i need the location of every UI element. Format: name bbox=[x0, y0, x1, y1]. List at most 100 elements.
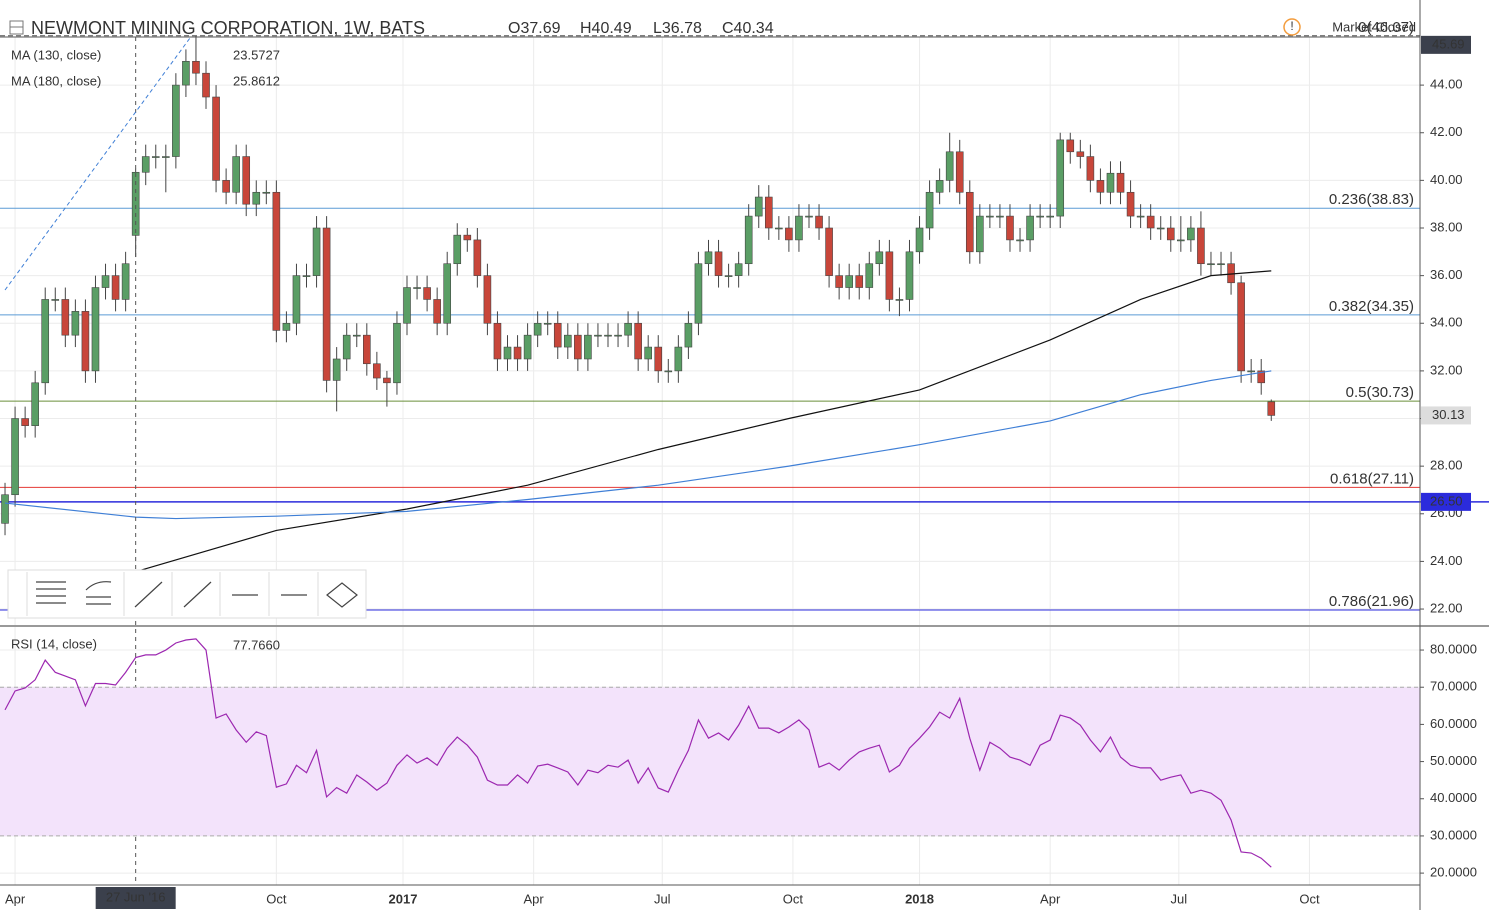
candle-body bbox=[443, 263, 452, 324]
tool-fib-ext[interactable] bbox=[85, 581, 112, 605]
fib-label: 0.618(27.11) bbox=[1330, 470, 1414, 487]
candle-body bbox=[1166, 227, 1175, 241]
candle-body bbox=[935, 180, 944, 193]
candle-body bbox=[1096, 180, 1105, 193]
candle-body bbox=[212, 96, 220, 181]
y-tick-label: 20.0000 bbox=[1430, 865, 1477, 880]
candle-body bbox=[493, 322, 502, 360]
candle-body bbox=[473, 239, 482, 276]
tool-fib[interactable] bbox=[36, 581, 66, 604]
chart-title: NEWMONT MINING CORPORATION, 1W, BATS bbox=[31, 18, 425, 38]
legend-rsi: RSI (14, close) bbox=[11, 636, 97, 651]
candle-body bbox=[21, 418, 29, 426]
y-tick-label: 80.0000 bbox=[1430, 641, 1477, 656]
candle-body bbox=[1136, 215, 1145, 218]
fib-label: 0.5(30.73) bbox=[1346, 384, 1414, 401]
legend-ma180-value: 25.8612 bbox=[233, 73, 280, 88]
tool-ray[interactable] bbox=[183, 581, 212, 608]
candle-body bbox=[71, 311, 80, 336]
candle-body bbox=[604, 334, 612, 337]
y-tick-label: 38.00 bbox=[1430, 219, 1463, 234]
candle-body bbox=[614, 334, 622, 337]
candle-body bbox=[775, 227, 783, 230]
y-tick-label: 50.0000 bbox=[1430, 753, 1477, 768]
ohlc-low: L36.78 bbox=[653, 20, 702, 37]
x-tick-label: Oct bbox=[1299, 891, 1320, 906]
candle-body bbox=[543, 322, 552, 325]
price-tag-label: 45.69 bbox=[1432, 36, 1465, 51]
candle-body bbox=[453, 234, 462, 265]
candle-body bbox=[162, 156, 170, 158]
candle-body bbox=[363, 334, 371, 365]
candle-body bbox=[885, 251, 894, 300]
x-tick-label: Apr bbox=[524, 891, 545, 906]
candle-body bbox=[182, 60, 190, 86]
candle-body bbox=[1207, 263, 1215, 266]
candle-body bbox=[1257, 370, 1266, 384]
candle-body bbox=[413, 287, 421, 289]
legend-ma130-value: 23.5727 bbox=[233, 47, 280, 62]
ohlc-close: C40.34 bbox=[722, 20, 774, 37]
candle-body bbox=[232, 156, 240, 193]
market-status: Market Closed bbox=[1332, 19, 1416, 34]
x-tick-label: Oct bbox=[266, 891, 287, 906]
candle-body bbox=[1187, 227, 1195, 241]
candle-body bbox=[925, 191, 934, 229]
candle-body bbox=[825, 227, 833, 276]
axes: Apr Oct 2017 Apr Jul Oct 2018 Apr Jul Oct 22.00 24.… bbox=[5, 19, 1477, 909]
x-tick-label: Oct bbox=[783, 891, 804, 906]
candle-body bbox=[875, 251, 884, 265]
candle-body bbox=[795, 215, 803, 241]
candle-body bbox=[1267, 401, 1276, 416]
y-tick-label: 42.00 bbox=[1430, 124, 1463, 139]
candle-body bbox=[945, 151, 954, 181]
candle-body bbox=[714, 251, 723, 276]
toolbar-separators bbox=[26, 572, 319, 616]
candle-body bbox=[965, 191, 974, 253]
candle-body bbox=[292, 275, 301, 324]
candle-body bbox=[1217, 263, 1225, 266]
candle-body bbox=[81, 311, 90, 372]
candle-body bbox=[865, 263, 874, 288]
candle-body bbox=[342, 334, 351, 360]
drawing-toolbar bbox=[7, 569, 367, 619]
candle-body bbox=[352, 334, 361, 337]
candle-body bbox=[51, 299, 60, 301]
x-tick-label: 2018 bbox=[905, 891, 934, 906]
x-tick-label: 2017 bbox=[389, 891, 418, 906]
candle-body bbox=[373, 363, 381, 379]
candle-body bbox=[91, 287, 100, 372]
candle-body bbox=[111, 275, 120, 300]
y-tick-label: 24.00 bbox=[1430, 553, 1463, 568]
candle-body bbox=[664, 370, 673, 373]
legend-rsi-value: 77.7660 bbox=[233, 637, 280, 652]
candle-body bbox=[523, 334, 532, 360]
candle-body bbox=[121, 263, 130, 300]
y-tick-label: 60.0000 bbox=[1430, 716, 1477, 731]
candle-body bbox=[312, 227, 321, 276]
candle-body bbox=[915, 227, 924, 253]
candle-body bbox=[503, 346, 512, 360]
candle-body bbox=[1237, 282, 1245, 372]
candle-body bbox=[624, 322, 632, 336]
plot bbox=[0, 35, 1489, 885]
candle-body bbox=[905, 251, 914, 300]
candle-body bbox=[644, 346, 652, 360]
candle-body bbox=[574, 334, 582, 360]
candle-body bbox=[986, 215, 994, 218]
candle-body bbox=[202, 72, 210, 98]
y-tick-label: 70.0000 bbox=[1430, 679, 1477, 694]
candle-body bbox=[704, 251, 713, 265]
tool-shape[interactable] bbox=[326, 582, 358, 608]
candle-body bbox=[744, 215, 753, 265]
candle-body bbox=[1197, 227, 1205, 265]
candle-body bbox=[996, 215, 1004, 218]
tool-trend[interactable] bbox=[134, 581, 163, 608]
candle-body bbox=[433, 299, 441, 324]
candle-body bbox=[553, 322, 562, 348]
candle-body bbox=[674, 346, 683, 372]
x-tick-label: Apr bbox=[5, 891, 26, 906]
candle-body bbox=[694, 263, 703, 324]
candle-body bbox=[955, 151, 964, 193]
candle-body bbox=[724, 275, 733, 277]
